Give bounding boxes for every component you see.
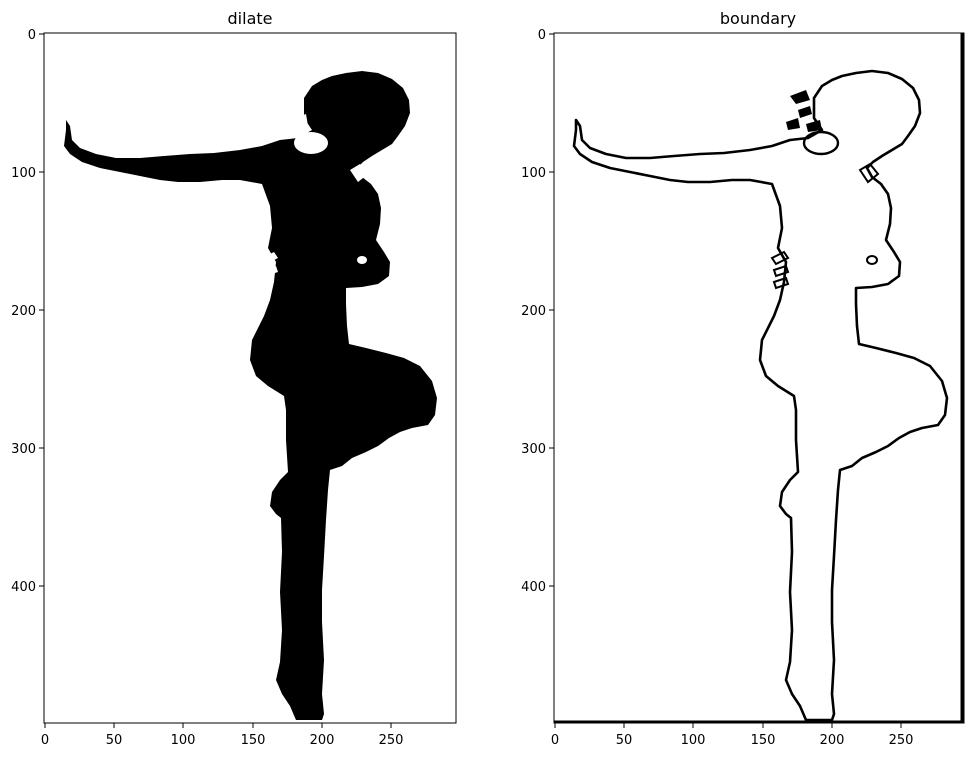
panel-title: boundary — [720, 9, 796, 28]
x-tick-label: 50 — [616, 733, 633, 748]
outline-image — [572, 69, 949, 722]
x-axis: 0 50 100 150 200 250 — [551, 723, 914, 748]
axes-frame — [553, 32, 965, 724]
y-axis: 0 100 200 300 400 — [521, 28, 554, 595]
x-tick-label: 0 — [41, 733, 49, 748]
axes-frame — [43, 32, 457, 724]
x-tick-label: 250 — [379, 733, 404, 748]
y-tick-label: 400 — [521, 580, 546, 595]
y-tick-label: 0 — [538, 28, 546, 43]
y-tick-label: 100 — [521, 166, 546, 181]
x-tick-label: 0 — [551, 733, 559, 748]
y-tick-label: 300 — [521, 442, 546, 457]
x-tick-label: 100 — [171, 733, 196, 748]
y-tick-label: 200 — [11, 304, 36, 319]
y-axis: 0 100 200 300 400 — [11, 28, 44, 595]
x-tick-label: 200 — [820, 733, 845, 748]
y-tick-label: 300 — [11, 442, 36, 457]
x-tick-label: 100 — [681, 733, 706, 748]
panel-dilate: dilate 0 50 100 150 200 250 0 100 200 30… — [11, 9, 457, 748]
x-axis: 0 50 100 150 200 250 — [41, 723, 404, 748]
x-tick-label: 50 — [106, 733, 123, 748]
panel-boundary: boundary 0 50 100 150 200 250 0 100 200 … — [521, 9, 965, 748]
silhouette-image — [64, 71, 437, 720]
x-tick-label: 250 — [889, 733, 914, 748]
image-area — [554, 33, 964, 723]
y-tick-label: 400 — [11, 580, 36, 595]
y-tick-label: 0 — [28, 28, 36, 43]
x-tick-label: 150 — [751, 733, 776, 748]
x-tick-label: 200 — [310, 733, 335, 748]
y-tick-label: 200 — [521, 304, 546, 319]
x-tick-label: 150 — [241, 733, 266, 748]
y-tick-label: 100 — [11, 166, 36, 181]
panel-title: dilate — [228, 9, 273, 28]
